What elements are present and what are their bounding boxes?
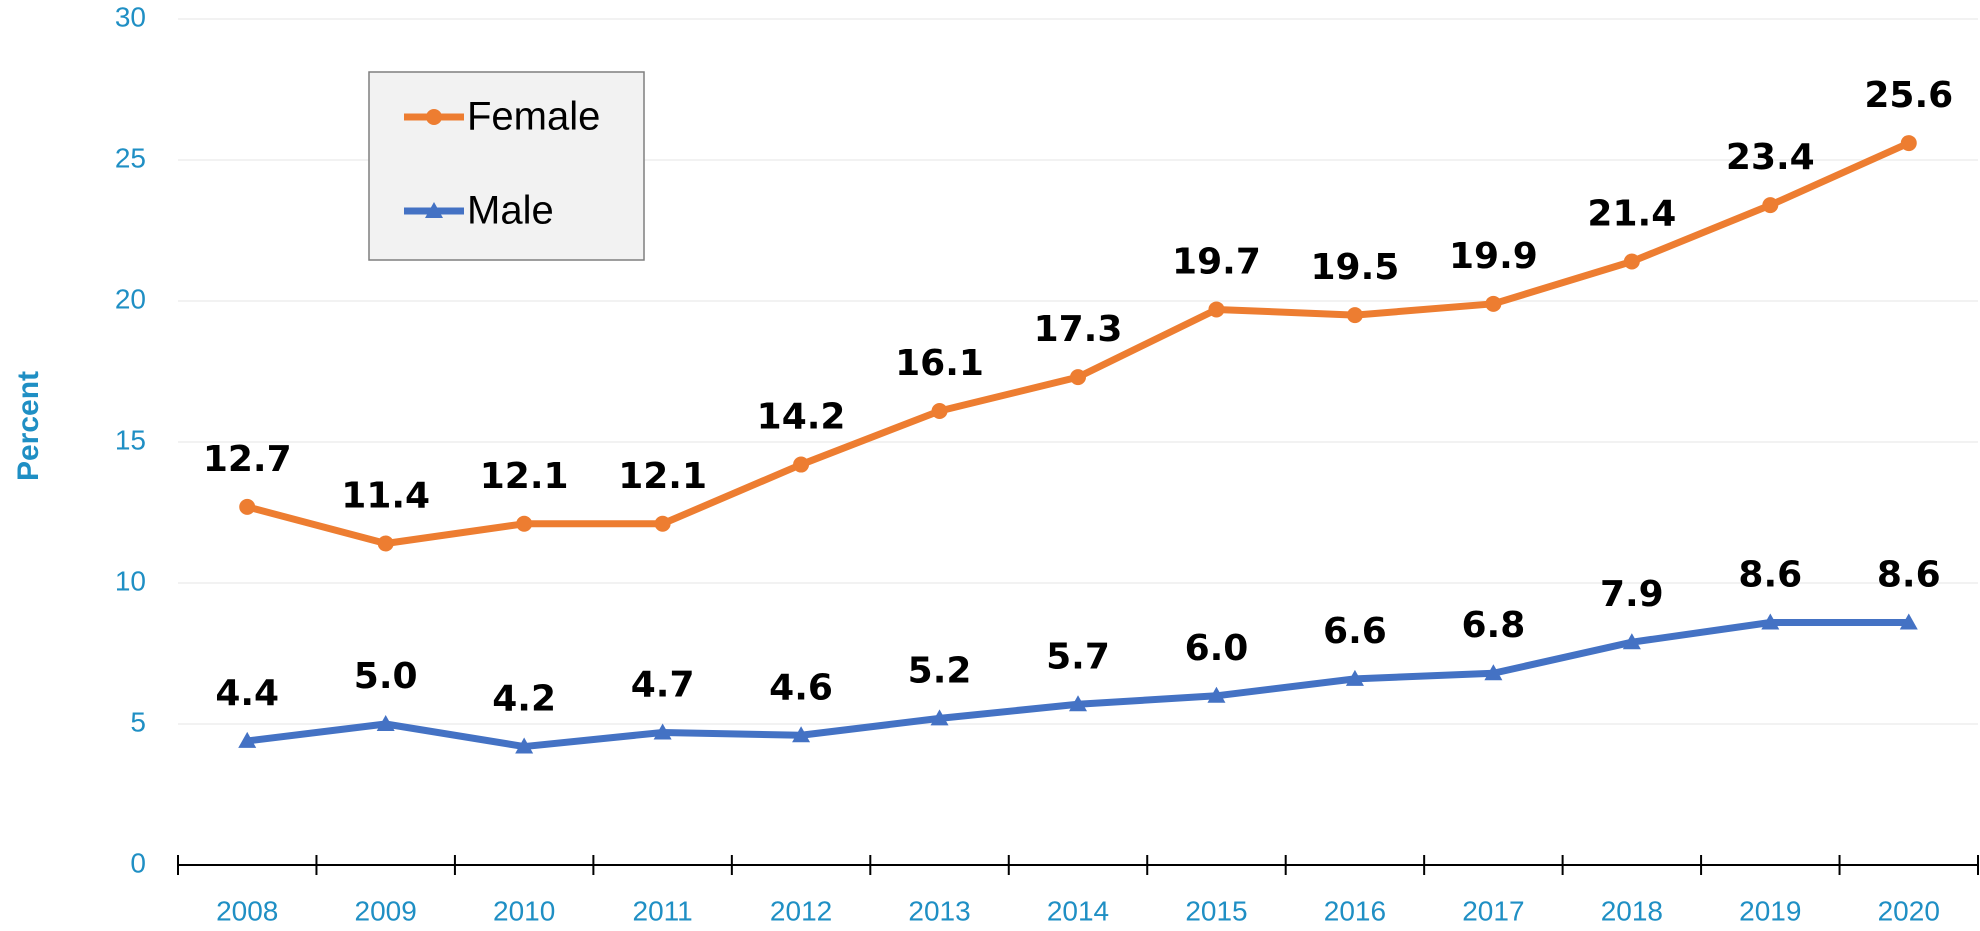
marker: [1900, 135, 1917, 152]
data-label: 6.6: [1323, 611, 1387, 652]
y-tick-label: 10: [115, 565, 146, 596]
x-tick-label: 2009: [355, 895, 417, 926]
data-label: 5.7: [1046, 636, 1110, 677]
marker: [238, 731, 257, 748]
data-label: 8.6: [1877, 554, 1941, 595]
x-tick-label: 2015: [1185, 895, 1247, 926]
y-tick-label: 0: [130, 847, 146, 878]
data-label: 4.4: [215, 673, 279, 714]
marker: [930, 709, 949, 726]
x-tick-label: 2017: [1462, 895, 1524, 926]
marker: [376, 715, 395, 731]
data-label: 14.2: [757, 397, 846, 438]
data-label: 12.1: [618, 456, 707, 497]
data-label: 8.6: [1738, 554, 1802, 595]
data-label: 12.7: [203, 439, 292, 480]
x-tick-label: 2014: [1047, 895, 1109, 926]
x-tick-label: 2008: [216, 895, 278, 926]
legend-label: Female: [467, 95, 600, 139]
legend-box: [368, 71, 645, 261]
data-label: 19.5: [1311, 247, 1400, 288]
marker: [1346, 307, 1363, 324]
marker: [1899, 613, 1918, 630]
data-label: 16.1: [895, 343, 984, 384]
data-label: 17.3: [1034, 309, 1123, 350]
marker: [654, 515, 671, 532]
marker: [426, 109, 442, 125]
marker: [515, 737, 534, 754]
data-label: 11.4: [341, 476, 430, 517]
marker: [1762, 197, 1779, 214]
y-axis-title: Percent: [12, 371, 45, 481]
x-tick-label: 2018: [1601, 895, 1663, 926]
data-label: 23.4: [1726, 137, 1815, 178]
marker: [793, 456, 810, 473]
x-tick-label: 2020: [1878, 895, 1940, 926]
y-tick-label: 5: [130, 706, 146, 737]
marker: [931, 402, 948, 419]
x-tick-label: 2019: [1739, 895, 1801, 926]
marker: [1761, 613, 1780, 630]
x-tick-label: 2016: [1324, 895, 1386, 926]
x-tick-label: 2013: [908, 895, 970, 926]
marker: [1484, 664, 1503, 681]
data-label: 5.2: [908, 650, 972, 691]
data-label: 5.0: [354, 656, 418, 697]
data-label: 19.7: [1172, 241, 1261, 282]
data-label: 6.8: [1461, 605, 1525, 646]
marker: [1623, 253, 1640, 270]
marker: [1207, 686, 1226, 703]
x-tick-label: 2012: [770, 895, 832, 926]
marker: [792, 726, 811, 743]
y-tick-label: 30: [115, 1, 146, 32]
data-label: 4.7: [631, 664, 695, 705]
data-label: 21.4: [1587, 194, 1676, 235]
marker: [377, 535, 394, 552]
marker: [1070, 369, 1086, 386]
x-tick-label: 2011: [633, 895, 693, 926]
marker: [425, 202, 443, 218]
data-label: 4.6: [769, 667, 833, 708]
marker: [1622, 633, 1641, 650]
data-label: 25.6: [1864, 75, 1953, 116]
legend-label: Male: [467, 189, 554, 233]
x-tick-label: 2010: [493, 895, 555, 926]
data-label: 6.0: [1185, 628, 1249, 669]
data-label: 19.9: [1449, 236, 1538, 277]
marker: [1485, 295, 1502, 312]
marker: [239, 498, 256, 515]
data-label: 7.9: [1600, 574, 1664, 615]
marker: [1069, 695, 1087, 712]
y-tick-label: 25: [115, 142, 146, 173]
marker: [1208, 301, 1225, 318]
data-label: 12.1: [480, 456, 569, 497]
marker: [1345, 669, 1364, 686]
y-tick-label: 20: [115, 283, 146, 314]
data-label: 4.2: [492, 679, 556, 720]
marker: [653, 723, 672, 740]
legend: Female Male: [368, 71, 645, 261]
marker: [516, 515, 533, 532]
y-tick-label: 15: [115, 424, 146, 455]
